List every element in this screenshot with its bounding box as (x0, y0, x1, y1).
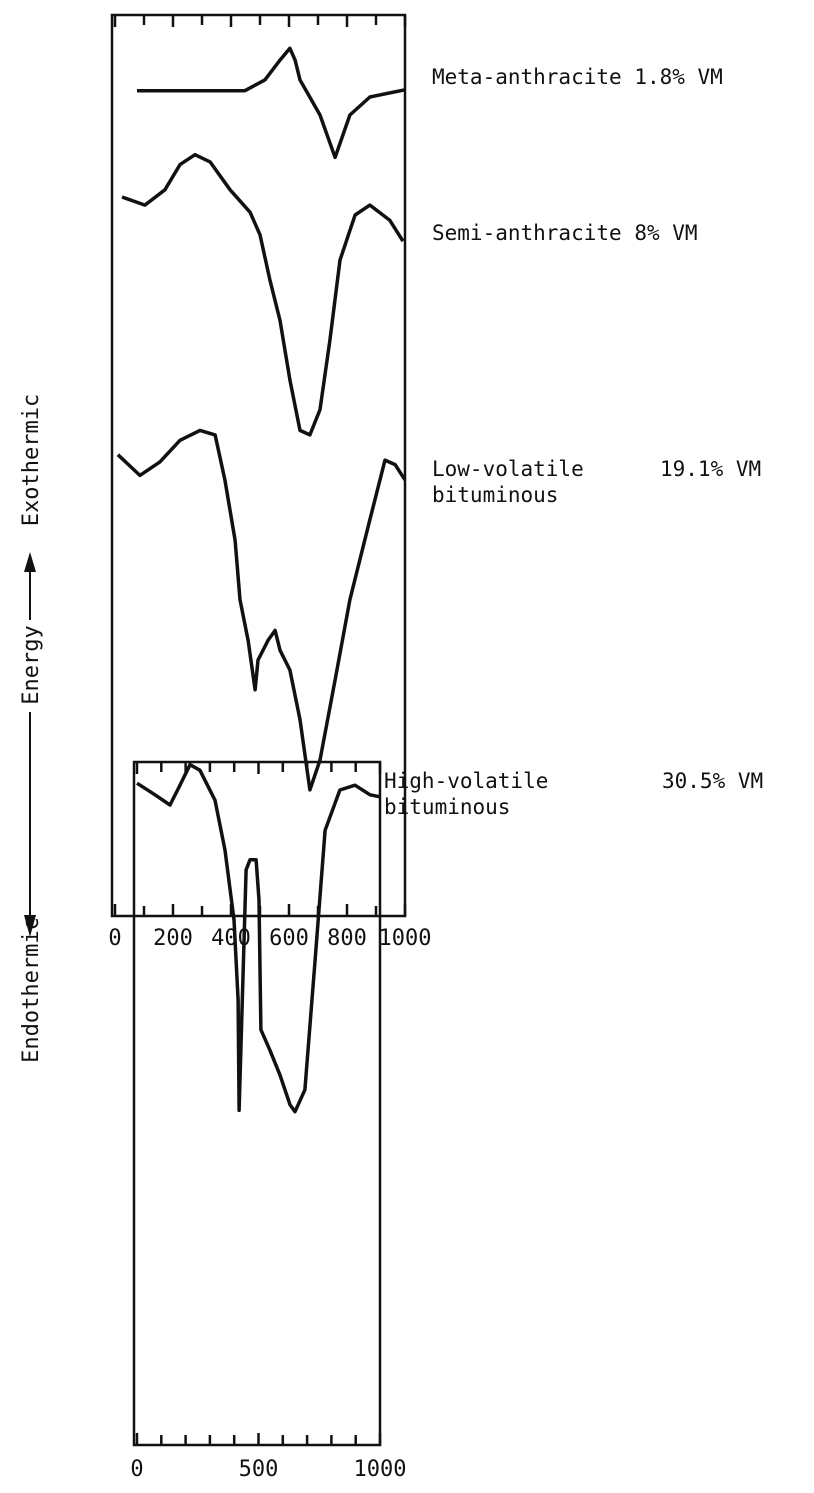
series-name: High-volatile bituminous (384, 769, 549, 819)
y-label: Energy (19, 625, 44, 704)
x-tick-label: 500 (239, 1457, 279, 1482)
series-vm: 30.5% VM (662, 769, 764, 793)
x-tick-label: 0 (130, 1457, 143, 1482)
x-tick-label: 600 (269, 926, 309, 951)
x-tick-label: 1000 (379, 926, 432, 951)
curve (121, 152, 405, 437)
series-name: Meta-anthracite (432, 65, 622, 89)
series-vm: 19.1% VM (660, 457, 762, 481)
arrow-head (24, 915, 36, 937)
series-label: High-volatile bituminous 30.5% VM (384, 768, 763, 820)
y-label-top: Exothermic (19, 394, 44, 526)
series-vm: 1.8% VM (634, 65, 723, 89)
curve (137, 46, 406, 160)
series-name: Semi-anthracite (432, 221, 622, 245)
curve (116, 428, 407, 792)
x-tick-label: 200 (153, 926, 193, 951)
series-label: Low-volatile bituminous 19.1% VM (432, 456, 761, 508)
y-label-bottom: Endothermic (19, 917, 44, 1063)
arrow-head (24, 552, 36, 572)
x-tick-label: 0 (108, 926, 121, 951)
series-name: Low-volatile bituminous (432, 457, 584, 507)
series-label: Semi-anthracite 8% VM (432, 220, 698, 246)
x-tick-label: 1000 (354, 1457, 407, 1482)
curve (136, 762, 381, 1114)
x-tick-label: 800 (327, 926, 367, 951)
series-label: Meta-anthracite 1.8% VM (432, 64, 723, 90)
plot-frame (132, 760, 382, 1447)
series-vm: 8% VM (634, 221, 698, 245)
